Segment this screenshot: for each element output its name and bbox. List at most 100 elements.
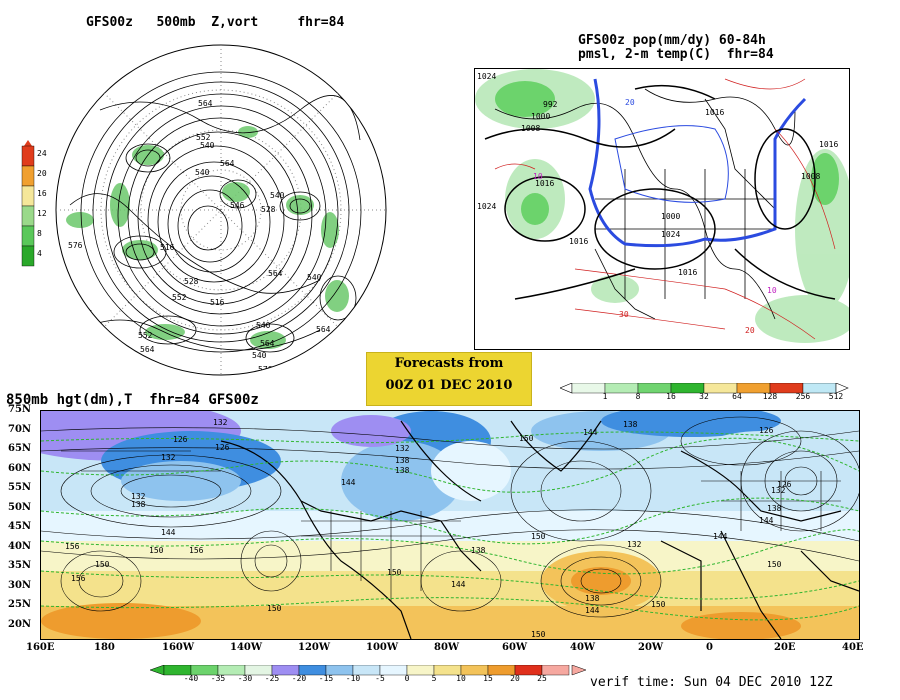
contour-label: 156 — [71, 574, 86, 583]
panel-pop-title-1: GFS00z pop(mm/dy) 60-84h — [578, 33, 766, 48]
latitude-label: 35N — [8, 560, 32, 571]
colorbar-label: 128 — [762, 392, 778, 401]
contour-label: 1000 — [661, 212, 680, 221]
colorbar-label: 24 — [37, 149, 47, 158]
colorbar-label: 16 — [666, 392, 676, 401]
contour-label: 552 — [138, 331, 153, 340]
forecast-init-line1: Forecasts from — [394, 356, 504, 371]
contour-label: 1016 — [819, 140, 838, 149]
contour-label: 126 — [173, 435, 188, 444]
colorbar-swatch — [21, 245, 35, 267]
forecast-init-box: Forecasts from 00Z 01 DEC 2010 — [366, 352, 532, 406]
contour-label: 10 — [767, 286, 777, 295]
forecast-init-line2: 00Z 01 DEC 2010 — [385, 378, 513, 393]
latitude-label: 50N — [8, 501, 32, 513]
contour-label: 150 — [519, 434, 534, 443]
contour-label: 144 — [583, 428, 598, 437]
colorbar-swatches — [21, 145, 35, 267]
contour-label: 20 — [745, 326, 755, 335]
contour-label: 1016 — [705, 108, 724, 117]
colorbar-label: 0 — [404, 674, 410, 683]
contour-label: 156 — [65, 542, 80, 551]
contour-label: 132 — [161, 453, 176, 462]
contour-label: 138 — [767, 504, 782, 513]
contour-label: 144 — [713, 532, 728, 541]
contour-label: 564 — [220, 159, 235, 168]
contour-label: 516 — [210, 298, 225, 307]
panel-pop-map: 1024 992 1000 1008 1024 1016 1016 1000 1… — [474, 68, 850, 350]
contour-label: 150 — [95, 560, 110, 569]
longitude-label: 120W — [298, 642, 331, 653]
latitude-label: 55N — [8, 482, 32, 493]
contour-label: 564 — [140, 345, 155, 354]
colorbar-label: 4 — [37, 249, 42, 258]
polar-map-svg: 564 552 540 540 546 528 540 576 516 528 … — [55, 44, 387, 376]
contour-label: 564 — [198, 99, 213, 108]
contour-label: 150 — [531, 630, 546, 639]
contour-label: 540 — [256, 321, 271, 330]
contour-label: 144 — [451, 580, 466, 589]
colorbar-label: 25 — [537, 674, 547, 683]
colorbar-label: -25 — [264, 674, 280, 683]
contour-label: 132 — [213, 418, 228, 427]
pop-colorbar: 1 8 16 32 64 128 256 512 — [560, 380, 850, 406]
vorticity-colorbar: 24 20 16 12 8 4 — [14, 140, 50, 270]
contour-label: 144 — [161, 528, 176, 537]
contour-label: 1016 — [678, 268, 697, 277]
longitude-label: 20E — [774, 642, 796, 653]
colorbar-label: 20 — [510, 674, 520, 683]
contour-label: 156 — [189, 546, 204, 555]
contour-label: 138 — [623, 420, 638, 429]
contour-label: 138 — [585, 594, 600, 603]
panel-500mb-title: GFS00z 500mb Z,vort fhr=84 — [86, 15, 345, 30]
panel-850mb-title: 850mb hgt(dm),T fhr=84 GFS00z — [6, 392, 259, 408]
contour-label: 126 — [215, 443, 230, 452]
contour-label: 576 — [68, 241, 83, 250]
contour-label: 126 — [759, 426, 774, 435]
latitude-label: 25N — [8, 599, 32, 610]
colorbar-label: -15 — [318, 674, 334, 683]
latitude-label: 75N — [8, 404, 32, 415]
colorbar-label: 20 — [37, 169, 47, 178]
global-map-svg: 132 126 126 132 138 138 132 144 150 144 … — [41, 411, 859, 639]
colorbar-label: 16 — [37, 189, 47, 198]
contour-label: 540 — [307, 273, 322, 282]
pop-map-svg: 1024 992 1000 1008 1024 1016 1016 1000 1… — [475, 69, 849, 343]
contour-label: 150 — [767, 560, 782, 569]
contour-label: 540 — [195, 168, 210, 177]
contour-label: 1016 — [569, 237, 588, 246]
colorbar-arrow-top — [24, 140, 32, 146]
contour-label: 540 — [200, 141, 215, 150]
contour-label: 576 — [78, 309, 93, 318]
contour-label: 1000 — [531, 112, 550, 121]
longitude-label: 100W — [366, 642, 399, 653]
colorbar-swatch — [21, 205, 35, 227]
colorbar-swatch — [541, 664, 570, 676]
latitude-label: 65N — [8, 443, 32, 454]
contour-label: 1024 — [661, 230, 680, 239]
contour-label: 528 — [184, 277, 199, 286]
longitude-label: 160W — [162, 642, 195, 653]
contour-label: 132 — [627, 540, 642, 549]
contour-label: 540 — [270, 191, 285, 200]
contour-label: 126 — [777, 480, 792, 489]
contour-label: 138 — [395, 466, 410, 475]
contour-label: 576 — [258, 365, 273, 374]
contour-label: 540 — [252, 351, 267, 360]
contour-label: 138 — [395, 456, 410, 465]
longitude-label: 20W — [638, 642, 664, 653]
panel-pop-title-2: pmsl, 2-m temp(C) fhr=84 — [578, 47, 774, 62]
colorbar-swatch — [21, 145, 35, 167]
contour-label: 564 — [260, 339, 275, 348]
colorbar-label: 5 — [431, 674, 437, 683]
colorbar-label: -20 — [291, 674, 307, 683]
longitude-label: 60W — [502, 642, 528, 653]
latitude-label: 45N — [8, 521, 32, 532]
contour-label: 516 — [160, 243, 175, 252]
contour-label: 132 — [771, 486, 786, 495]
panel-850mb-map: 132 126 126 132 138 138 132 144 150 144 … — [40, 410, 860, 640]
colorbar-arrow-left — [560, 382, 573, 394]
contour-label: 1024 — [477, 202, 496, 211]
contour-label: 132 — [395, 444, 410, 453]
colorbar-arrow-right — [835, 382, 849, 394]
